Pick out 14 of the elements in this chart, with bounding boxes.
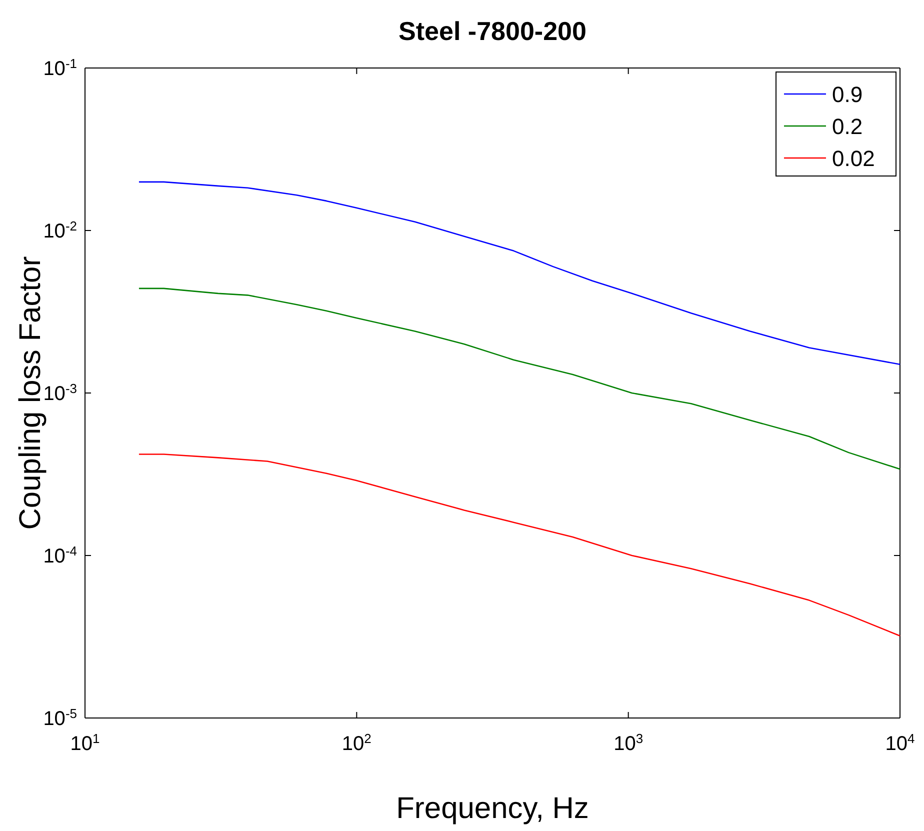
y-tick-label: 10$^{-5}$ bbox=[43, 706, 77, 730]
y-tick-label: 10$^{-2}$ bbox=[43, 218, 77, 242]
legend-label: 0.2 bbox=[832, 114, 863, 139]
legend-label: 0.9 bbox=[832, 82, 863, 107]
y-tick-label: 10$^{-3}$ bbox=[43, 380, 77, 405]
x-tick-label: 10$^{3}$ bbox=[614, 730, 644, 755]
y-tick-label: 10$^{-1}$ bbox=[43, 56, 77, 80]
chart-title: Steel -7800-200 bbox=[398, 16, 586, 46]
y-tick-label: 10$^{-4}$ bbox=[43, 543, 77, 568]
x-tick-label: 10$^{4}$ bbox=[885, 730, 915, 755]
x-axis-title: Frequency, Hz bbox=[396, 792, 589, 825]
x-tick-label: 10$^{2}$ bbox=[342, 730, 372, 755]
x-tick-label: 10$^{1}$ bbox=[70, 730, 100, 755]
legend-label: 0.02 bbox=[832, 146, 875, 171]
